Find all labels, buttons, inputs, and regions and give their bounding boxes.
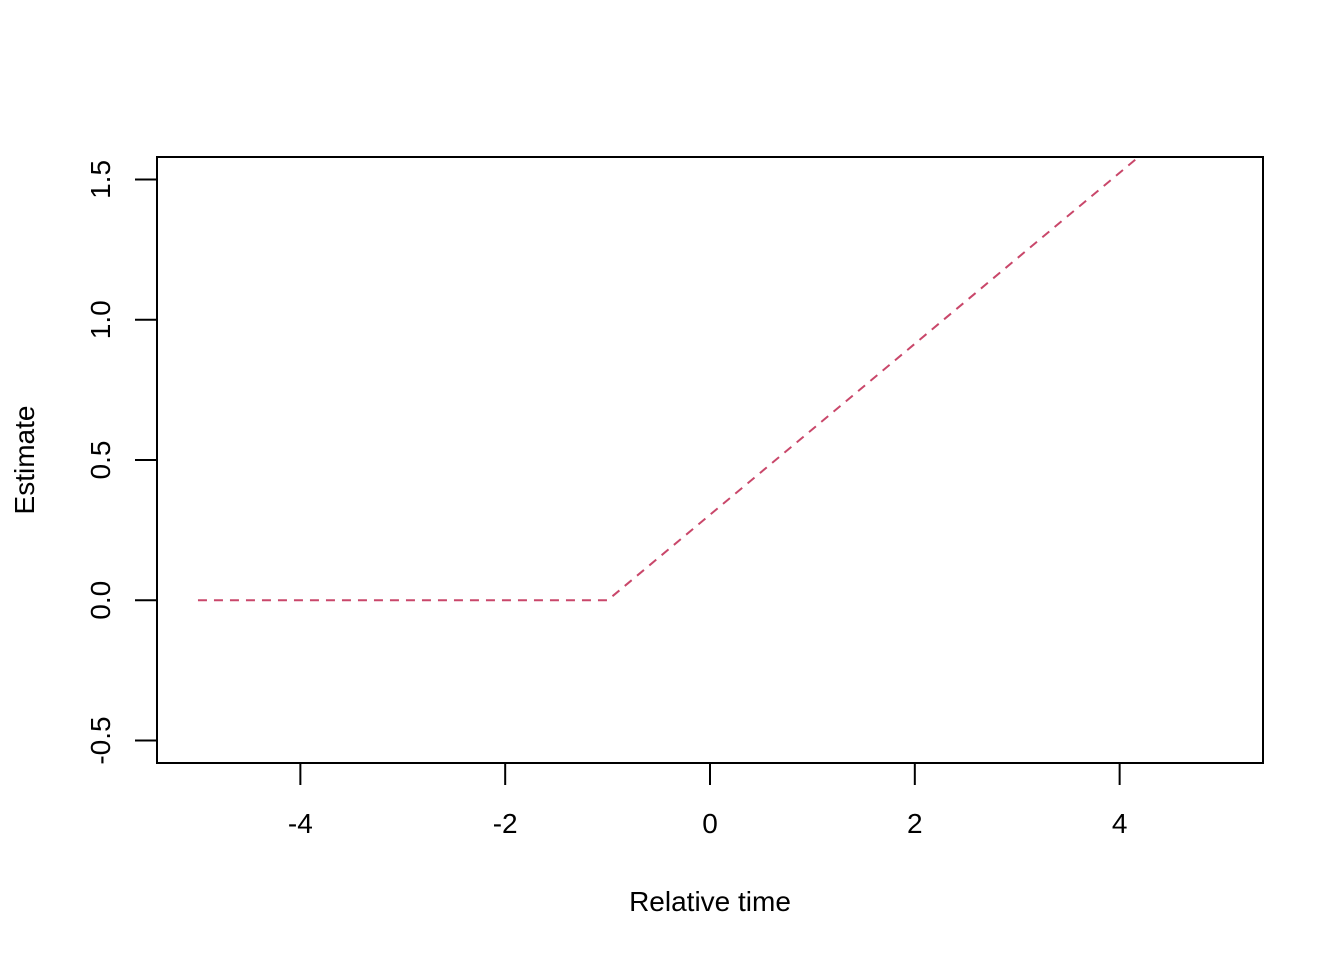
y-tick-label: 1.0	[85, 300, 116, 339]
x-tick-label: -4	[288, 808, 313, 839]
x-tick-label: 2	[907, 808, 923, 839]
y-tick-label: -0.5	[85, 716, 116, 764]
y-axis-title: Estimate	[9, 406, 40, 515]
x-tick-label: 4	[1112, 808, 1128, 839]
plot-frame	[156, 156, 1264, 764]
series-line	[197, 157, 1141, 602]
x-tick-label: -2	[493, 808, 518, 839]
y-tick-label: 0.0	[85, 581, 116, 620]
y-tick-label: 1.5	[85, 160, 116, 199]
x-tick-label: 0	[702, 808, 718, 839]
series-layer	[197, 157, 1141, 602]
x-axis-title: Relative time	[629, 886, 791, 917]
x-axis: -4 -2 0 2 4	[288, 762, 1128, 839]
y-tick-label: 0.5	[85, 441, 116, 480]
y-axis: -0.5 0.0 0.5 1.0 1.5	[85, 160, 158, 765]
